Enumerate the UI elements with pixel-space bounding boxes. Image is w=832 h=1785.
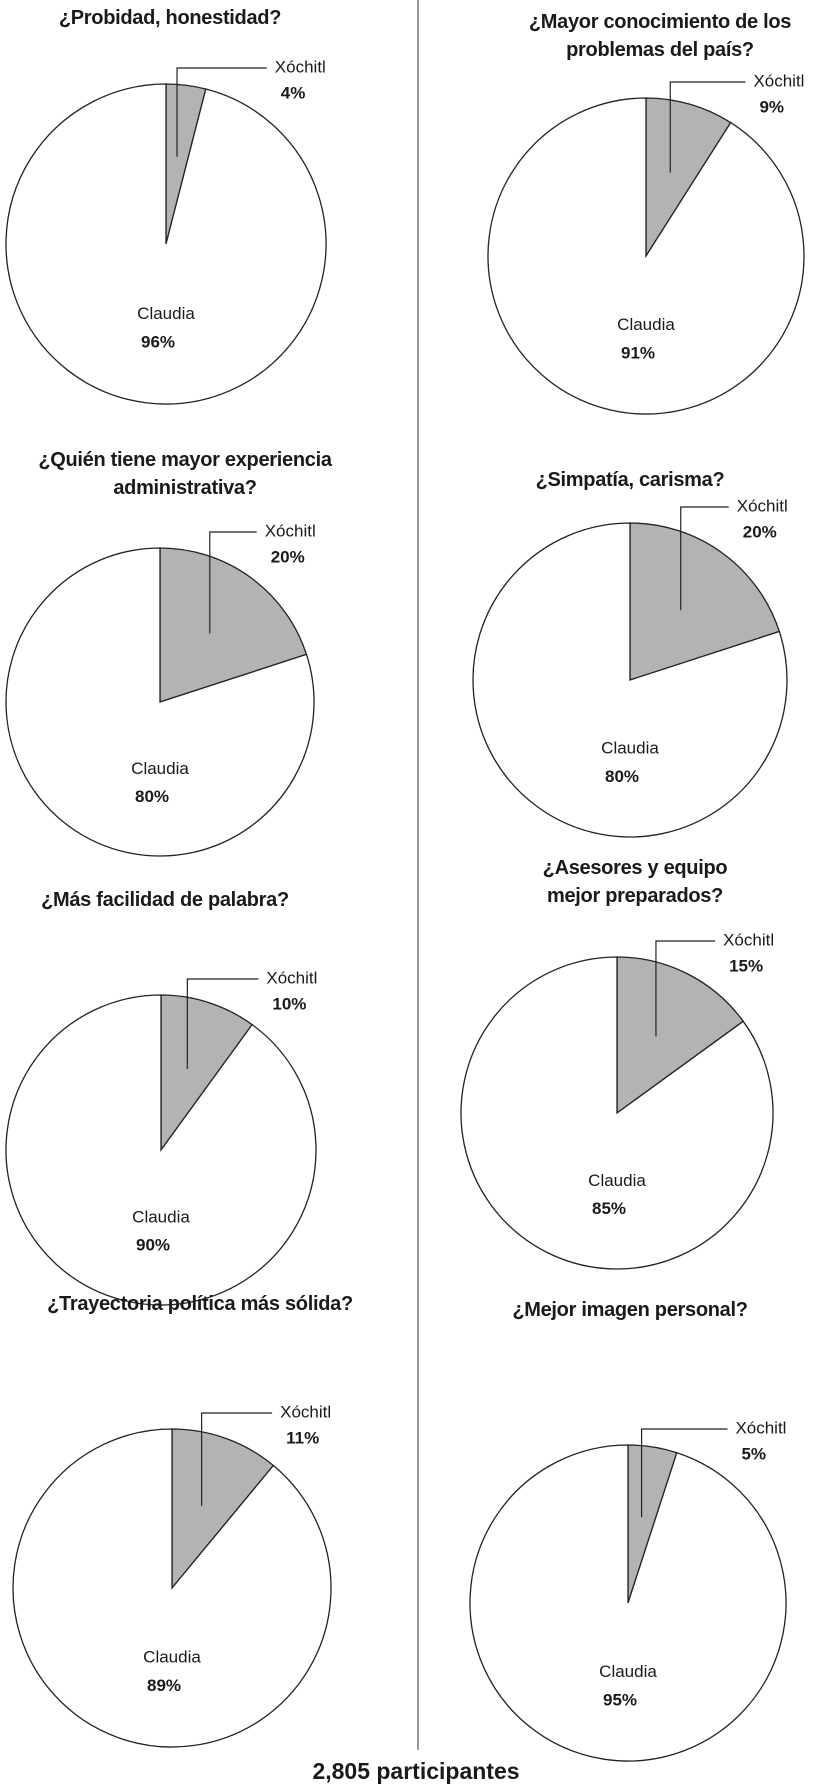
slice-value-label: 91%	[621, 343, 655, 362]
slice-value-label: 5%	[741, 1444, 766, 1463]
leader-line	[186, 978, 259, 1069]
slice-label: Claudia	[131, 759, 189, 778]
slice-value-label: 80%	[135, 787, 169, 806]
leader-line	[209, 531, 257, 634]
slice-label: Xóchitl	[275, 57, 326, 76]
pie-slice	[5, 83, 327, 405]
leader-line	[669, 81, 746, 173]
slice-label: Xóchitl	[753, 71, 804, 90]
pie-slice	[629, 522, 781, 681]
pie-slice	[5, 547, 315, 857]
slice-value-label: 96%	[141, 333, 175, 352]
slice-label: Claudia	[588, 1171, 646, 1190]
pie-slice	[5, 994, 317, 1306]
slice-label: Xóchitl	[266, 968, 317, 987]
chart-title: ¿Quién tiene mayor experiencia administr…	[38, 449, 332, 499]
pie-slice	[472, 522, 788, 838]
slice-label: Xóchitl	[723, 930, 774, 949]
chart-title: ¿Más facilidad de palabra?	[41, 889, 289, 911]
slice-value-label: 85%	[592, 1199, 626, 1218]
slice-label: Claudia	[143, 1647, 201, 1666]
slice-value-label: 90%	[136, 1236, 170, 1255]
pie-slice	[12, 1428, 332, 1748]
slice-label: Claudia	[132, 1208, 190, 1227]
pie-slice	[487, 97, 805, 415]
leader-line	[655, 940, 716, 1037]
chart-title: ¿Trayectoria política más sólida?	[47, 1293, 353, 1315]
slice-value-label: 20%	[743, 522, 777, 541]
chart-title: ¿Probidad, honestidad?	[58, 7, 282, 29]
leader-line	[680, 506, 729, 611]
slice-value-label: 95%	[603, 1690, 637, 1709]
slice-value-label: 4%	[281, 83, 306, 102]
pie-slice	[645, 97, 732, 259]
slice-label: Claudia	[617, 315, 675, 334]
chart-title: ¿Simpatía, carisma?	[535, 469, 725, 491]
slice-label: Xóchitl	[265, 521, 316, 540]
chart-title: ¿Asesores y equipo mejor preparados?	[542, 857, 728, 907]
slice-label: Claudia	[599, 1662, 657, 1681]
slice-value-label: 89%	[147, 1676, 181, 1695]
slice-value-label: 11%	[286, 1428, 319, 1447]
slice-value-label: 9%	[759, 97, 784, 116]
chart-title: ¿Mayor conocimiento de los problemas del…	[528, 11, 792, 61]
slice-value-label: 80%	[605, 767, 639, 786]
slice-value-label: 10%	[272, 994, 306, 1013]
leader-line	[640, 1428, 728, 1518]
slice-label: Claudia	[137, 304, 195, 323]
slice-label: Xóchitl	[737, 496, 788, 515]
leader-line	[201, 1412, 273, 1506]
pie-slice	[460, 956, 774, 1270]
footer: 2,805 participantes	[312, 1758, 520, 1784]
slice-value-label: 20%	[271, 547, 305, 566]
pie-slice	[159, 547, 308, 703]
leader-line	[176, 67, 267, 157]
pie-slice	[171, 1428, 275, 1590]
slice-label: Xóchitl	[280, 1402, 331, 1421]
pie-slice	[469, 1444, 787, 1762]
pie-slice	[160, 994, 254, 1153]
slice-label: Xóchitl	[735, 1418, 786, 1437]
chart-title: ¿Mejor imagen personal?	[512, 1299, 748, 1321]
pie-slice	[616, 956, 745, 1115]
slice-value-label: 15%	[729, 956, 763, 975]
slice-label: Claudia	[601, 739, 659, 758]
